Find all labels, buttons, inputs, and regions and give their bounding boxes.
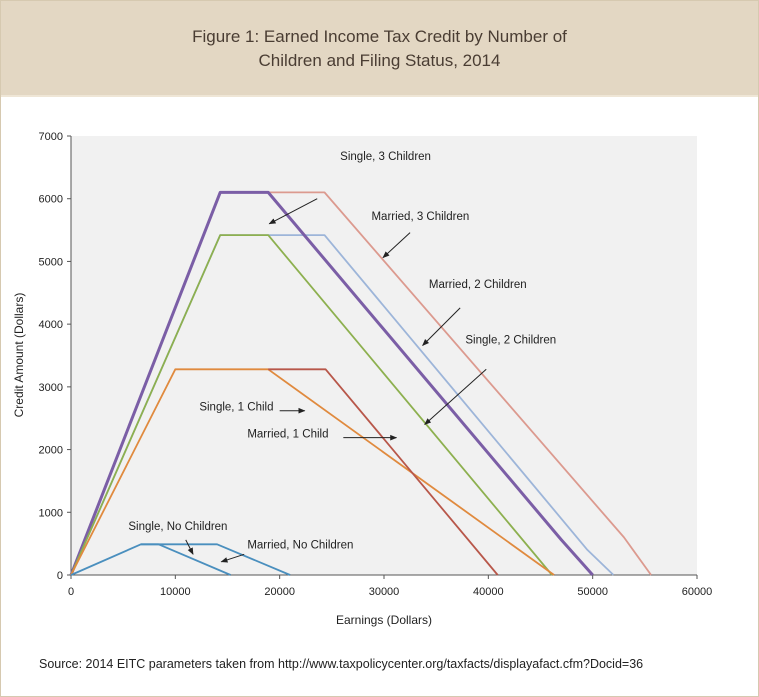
- plot-area: [71, 136, 697, 575]
- eitc-line-chart: 0 10000 20000 30000 40000 50000 60000 0 1000 2000…: [12, 131, 713, 627]
- source-note: Source: 2014 EITC parameters taken from …: [39, 657, 644, 671]
- y-tick-label: 4000: [39, 319, 63, 331]
- annotation-label-single-no-children: Single, No Children: [128, 521, 227, 533]
- y-tick-label: 6000: [39, 194, 63, 206]
- x-tick-label: 60000: [682, 586, 713, 598]
- y-tick-label: 0: [57, 570, 63, 582]
- annotation-label-married-3-children: Married, 3 Children: [371, 211, 469, 223]
- x-tick-label: 30000: [369, 586, 400, 598]
- annotation-label-married-1-child: Married, 1 Child: [247, 429, 328, 441]
- annotation-arrow-single-3-children: [268, 198, 318, 225]
- annotation-arrow-single-no-children: [185, 539, 194, 555]
- figure-title: Figure 1: Earned Income Tax Credit by Nu…: [1, 25, 758, 73]
- annotation-arrow-single-2-children: [424, 368, 487, 425]
- y-tick-label: 1000: [39, 507, 63, 519]
- annotation-arrow-married-no-children: [220, 553, 245, 563]
- annotation-label-married-no-children: Married, No Children: [247, 540, 353, 552]
- x-tick-label: 20000: [264, 586, 295, 598]
- annotation-arrow-married-2-children: [422, 307, 461, 346]
- y-tick-label: 3000: [39, 382, 63, 394]
- x-axis-label: Earnings (Dollars): [336, 613, 432, 627]
- axes: 0 10000 20000 30000 40000 50000 60000 0 1000 2000…: [39, 131, 713, 598]
- y-axis-label: Credit Amount (Dollars): [12, 293, 26, 418]
- annotation-arrow-married-3-children: [382, 232, 411, 259]
- annotation-label-married-2-children: Married, 2 Children: [429, 279, 527, 291]
- annotation-label-single-1-child: Single, 1 Child: [199, 402, 273, 414]
- series-layer: [69, 190, 652, 576]
- series-line-married-1-child: [268, 368, 499, 576]
- y-tick-label: 7000: [39, 131, 63, 143]
- y-tick-label: 5000: [39, 256, 63, 268]
- x-tick-label: 0: [68, 586, 74, 598]
- x-tick-label: 50000: [577, 586, 608, 598]
- annotation-label-single-3-children: Single, 3 Children: [340, 151, 431, 163]
- figure-title-line1: Figure 1: Earned Income Tax Credit by Nu…: [192, 27, 567, 46]
- x-tick-label: 40000: [473, 586, 504, 598]
- figure-header: Figure 1: Earned Income Tax Credit by Nu…: [1, 1, 758, 97]
- series-line-single-3-children: [69, 190, 594, 576]
- x-tick-label: 10000: [160, 586, 191, 598]
- figure-title-line2: Children and Filing Status, 2014: [258, 51, 501, 70]
- series-line-married-no-children: [140, 543, 291, 576]
- annotation-layer: Single, 3 Children Married, 3 Children Mar…: [128, 151, 556, 563]
- annotation-label-single-2-children: Single, 2 Children: [465, 335, 556, 347]
- y-tick-label: 2000: [39, 445, 63, 457]
- series-line-single-2-children: [70, 234, 553, 576]
